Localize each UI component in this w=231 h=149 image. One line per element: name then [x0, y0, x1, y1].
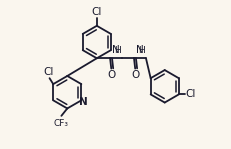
- Text: Cl: Cl: [43, 67, 54, 77]
- Text: N: N: [78, 97, 87, 107]
- Text: Cl: Cl: [91, 7, 102, 17]
- Text: N: N: [112, 45, 119, 55]
- Text: CF₃: CF₃: [53, 119, 68, 128]
- Text: N: N: [136, 45, 143, 55]
- Text: Cl: Cl: [185, 89, 195, 99]
- Text: O: O: [107, 70, 115, 80]
- Text: H: H: [114, 46, 121, 55]
- Text: O: O: [131, 70, 139, 80]
- Text: H: H: [138, 46, 145, 55]
